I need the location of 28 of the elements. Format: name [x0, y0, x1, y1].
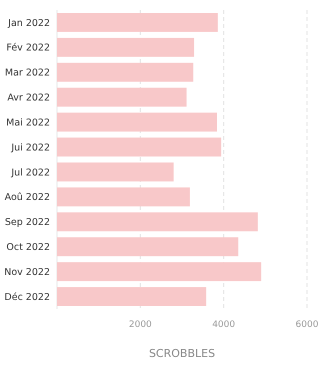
x-tick-label: 4000 — [212, 320, 236, 330]
bar — [57, 237, 238, 256]
y-tick-label: Jan 2022 — [7, 18, 50, 29]
bar — [57, 138, 222, 157]
bar — [57, 88, 187, 107]
y-tick-label: Jul 2022 — [10, 167, 50, 178]
bar — [57, 187, 190, 206]
bar — [57, 262, 262, 282]
y-tick-label: Oct 2022 — [6, 242, 50, 254]
y-tick-label: Déc 2022 — [4, 292, 50, 303]
x-tick-label: 6000 — [296, 320, 319, 330]
bar — [57, 38, 194, 57]
y-tick-label: Avr 2022 — [7, 92, 50, 104]
bar — [57, 112, 217, 132]
y-tick-label: Mai 2022 — [6, 117, 50, 128]
bar — [57, 212, 258, 232]
y-tick-label: Jui 2022 — [10, 142, 50, 154]
x-tick-label: 2000 — [128, 320, 152, 330]
y-tick-label: Aoû 2022 — [4, 192, 50, 204]
y-tick-label: Sep 2022 — [4, 217, 50, 228]
y-tick-label: Fév 2022 — [6, 42, 50, 54]
bar — [57, 62, 194, 82]
y-tick-label: Nov 2022 — [4, 266, 50, 278]
bar — [57, 12, 218, 32]
bar — [57, 287, 206, 306]
bar — [57, 162, 174, 182]
y-tick-label: Mar 2022 — [4, 68, 50, 79]
x-axis-title: SCROBBLES — [148, 347, 216, 360]
